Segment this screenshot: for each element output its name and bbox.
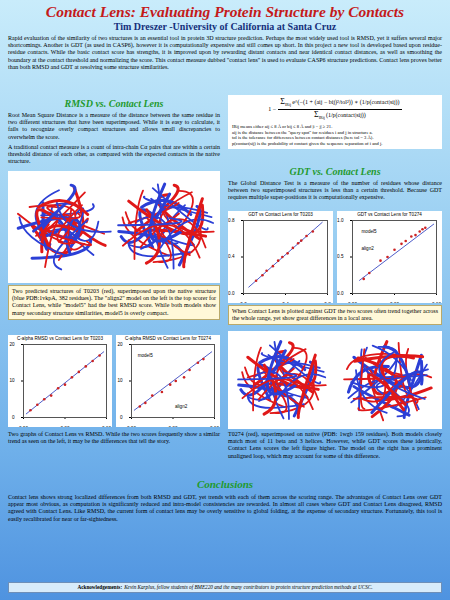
- svg-text:align2: align2: [362, 246, 375, 251]
- html-text:Root Mean Square Distance is a: Root Mean Square Distance is a measure o…: [8, 112, 220, 140]
- html-text:GDT vs. Contact Lens: GDT vs. Contact Lens: [289, 166, 381, 177]
- html-text:1 −: 1 −: [268, 106, 277, 113]
- svg-text:model5: model5: [138, 353, 154, 358]
- html-text:GDT vs Contact Lens for T0203: GDT vs Contact Lens for T0203: [248, 212, 313, 217]
- svg-text:0.00: 0.00: [348, 302, 357, 303]
- svg-text:20: 20: [117, 342, 123, 347]
- html-text:Conclusions: Conclusions: [196, 478, 254, 490]
- html-text:tol is the tolerance for diffe: tol is the tolerance for differences bet…: [232, 135, 374, 141]
- svg-text:model5: model5: [362, 229, 378, 234]
- svg-text:0: 0: [120, 415, 123, 420]
- svg-text:1.0: 1.0: [337, 218, 344, 223]
- svg-text:10: 10: [117, 378, 123, 383]
- html-text:A traditional contact measure: A traditional contact measure is a count…: [8, 144, 220, 165]
- svg-text:0.30: 0.30: [390, 302, 399, 303]
- html-text:IRij means either aij ≤ 8 Å or: IRij means either aij ≤ 8 Å or bij ≤ 8 Å…: [232, 124, 333, 130]
- html-text:C-alpha RMSD vs Contact Lens f: C-alpha RMSD vs Contact Lens for T0203: [17, 336, 103, 341]
- html-text:RMSD vs. Contact Lens: RMSD vs. Contact Lens: [64, 98, 164, 109]
- svg-text:0: 0: [12, 415, 15, 420]
- svg-text:0.4: 0.4: [228, 254, 235, 259]
- html-text:aij is the distance between th: aij is the distance between the "query s…: [232, 129, 373, 135]
- html-text:ΣIRij (1/p(contact|sij)): ΣIRij (1/p(contact|sij)): [314, 110, 366, 121]
- html-text:Two graphs of Contact Lens vs: Two graphs of Contact Lens vs RMSD. Whil…: [8, 431, 220, 445]
- svg-text:0.60: 0.60: [210, 426, 219, 427]
- svg-text:0.0: 0.0: [228, 291, 235, 296]
- svg-text:10: 10: [9, 378, 15, 383]
- svg-text:0.30: 0.30: [61, 426, 70, 427]
- svg-text:0.00: 0.00: [127, 426, 136, 427]
- html-text:ΣIRije^(−(1 + (aij − bij)²/tol: ΣIRije^(−(1 + (aij − bij)²/tol²)) ∗ (1/p…: [280, 97, 400, 108]
- svg-text:0.30: 0.30: [169, 426, 178, 427]
- html-text:Tim Dreszer -University of Cal: Tim Dreszer -University of California at…: [113, 21, 337, 32]
- html-text:Contact lens shows strong loca: Contact lens shows strong localized diff…: [8, 494, 442, 522]
- svg-text:0.4: 0.4: [282, 302, 289, 303]
- svg-text:20: 20: [9, 342, 15, 347]
- svg-text:0.60: 0.60: [102, 426, 111, 427]
- html-text:Acknowledgements: Kevin Karplu: Acknowledgements: Kevin Karplus, fellow …: [77, 584, 373, 590]
- html-text:The Global Distance Test is a: The Global Distance Test is a measure of…: [228, 180, 442, 201]
- svg-text:0.0: 0.0: [240, 302, 247, 303]
- svg-text:0.60: 0.60: [432, 302, 441, 303]
- svg-text:0.00: 0.00: [19, 426, 28, 427]
- html-text:When Contact Lens is plotted a: When Contact Lens is plotted against GDT…: [232, 308, 438, 322]
- html-text:p(contact|sij) is the probabil: p(contact|sij) is the probability of con…: [232, 140, 383, 146]
- html-text:Rapid evaluation of the simila: Rapid evaluation of the similarity of tw…: [8, 35, 442, 70]
- svg-text:0.8: 0.8: [228, 218, 235, 223]
- svg-text:align2: align2: [175, 404, 188, 409]
- html-text:T0274 (red), superimposed on n: T0274 (red), superimposed on native (PDB…: [228, 431, 442, 459]
- svg-text:0.5: 0.5: [337, 254, 344, 259]
- svg-text:0.0: 0.0: [337, 291, 344, 296]
- html-text:Two predicted structures of T0: Two predicted structures of T0203 (red),…: [12, 288, 216, 316]
- svg-text:0.8: 0.8: [324, 302, 331, 303]
- html-text:C-alpha RMSD vs Contact Lens f: C-alpha RMSD vs Contact Lens for T0274: [125, 336, 211, 341]
- html-text:Contact Lens: Evaluating Prote: Contact Lens: Evaluating Protein Structu…: [45, 3, 405, 20]
- html-text:GDT vs Contact Lens for T0274: GDT vs Contact Lens for T0274: [357, 212, 422, 217]
